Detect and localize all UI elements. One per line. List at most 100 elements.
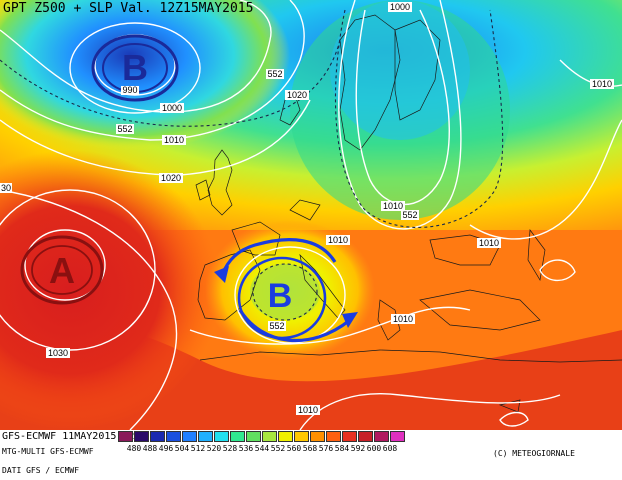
map-title: GPT Z500 + SLP Val. 12Z15MAY2015 bbox=[3, 1, 254, 16]
scale-swatch bbox=[390, 431, 405, 442]
isobar-14 bbox=[499, 411, 529, 427]
lower-arrowhead bbox=[342, 312, 358, 328]
isobar-label: 1010 bbox=[164, 135, 184, 145]
scale-tick-label: 552 bbox=[270, 444, 286, 453]
z500-contour-1 bbox=[0, 39, 341, 127]
isobar-label: 30 bbox=[1, 183, 11, 193]
upper-arrow-path bbox=[220, 238, 337, 276]
denmark-outline bbox=[289, 199, 321, 221]
scale-tick-label: 544 bbox=[254, 444, 270, 453]
isobar-11 bbox=[469, 119, 622, 240]
scale-tick-label: 488 bbox=[142, 444, 158, 453]
scale-tick-label: 504 bbox=[174, 444, 190, 453]
france-outline bbox=[231, 221, 281, 256]
northwest-low-field bbox=[0, 0, 290, 150]
cutoff-low-letter: B bbox=[268, 277, 293, 315]
scale-swatch bbox=[150, 431, 165, 442]
high-letter: A bbox=[49, 250, 75, 291]
z500-contour-2 bbox=[334, 9, 504, 228]
norway-coast-outline bbox=[279, 94, 301, 126]
scale-tick-label: 496 bbox=[158, 444, 174, 453]
high-ring-1 bbox=[24, 229, 106, 301]
scale-swatch bbox=[166, 431, 181, 442]
scale-tick-label: 584 bbox=[334, 444, 350, 453]
z500-label: 552 bbox=[402, 210, 417, 220]
isobar-label: 1000 bbox=[162, 103, 182, 113]
isobar-9 bbox=[189, 306, 471, 345]
isobar-label: 1010 bbox=[592, 79, 612, 89]
scale-swatch bbox=[198, 431, 213, 442]
scale-swatch bbox=[214, 431, 229, 442]
scale-tick-label: 536 bbox=[238, 444, 254, 453]
isobar-8 bbox=[338, 0, 462, 230]
isobar-label: 1010 bbox=[298, 405, 318, 415]
scale-swatch bbox=[182, 431, 197, 442]
model-multi-label: MTG-MULTI GFS-ECMWF bbox=[2, 447, 94, 456]
cutoff-ring-1 bbox=[234, 246, 346, 344]
lower-arrow-path bbox=[238, 309, 351, 343]
isobar-label: 1010 bbox=[383, 201, 403, 211]
scale-tick-label: 608 bbox=[382, 444, 398, 453]
isobar-10 bbox=[299, 393, 561, 430]
scale-swatch bbox=[294, 431, 309, 442]
isobar-labels: 1000 990 1000 1010 1020 1020 1010 1010 1… bbox=[0, 2, 614, 415]
scale-tick-label: 520 bbox=[206, 444, 222, 453]
coastlines bbox=[195, 14, 622, 413]
isobar-label: 1000 bbox=[390, 2, 410, 12]
forecast-map: B A B 1000 990 1000 1010 1020 1020 1010 … bbox=[0, 0, 622, 430]
ireland-outline bbox=[195, 179, 211, 201]
scale-swatch bbox=[374, 431, 389, 442]
color-scale: 480 488 496 504 512 520 528 536 544 552 560 568 576 5… bbox=[118, 431, 622, 461]
scale-swatch bbox=[230, 431, 245, 442]
isobar-label: 1020 bbox=[287, 90, 307, 100]
scale-tick-label: 480 bbox=[126, 444, 142, 453]
isobar-label: 990 bbox=[122, 85, 137, 95]
cutoff-ring-arrow bbox=[237, 256, 327, 340]
z500-label: 552 bbox=[267, 69, 282, 79]
z500-labels: 552 552 552 552 bbox=[116, 69, 419, 331]
scale-tick-label: 528 bbox=[222, 444, 238, 453]
z500-label: 552 bbox=[117, 124, 132, 134]
northwest-low-ring bbox=[91, 34, 179, 102]
scale-swatch bbox=[326, 431, 341, 442]
scale-tick-label: 568 bbox=[302, 444, 318, 453]
british-isles-outline bbox=[207, 149, 233, 216]
scale-swatch bbox=[278, 431, 293, 442]
circulation-arrows bbox=[214, 238, 358, 343]
scale-swatch bbox=[342, 431, 357, 442]
high-field bbox=[0, 150, 220, 430]
isobar-4 bbox=[0, 0, 305, 141]
scale-swatch bbox=[262, 431, 277, 442]
cutoff-core-field bbox=[250, 264, 320, 320]
scale-swatch bbox=[246, 431, 261, 442]
scale-swatch bbox=[310, 431, 325, 442]
black-sea-outline bbox=[429, 234, 501, 266]
scale-tick-label: 592 bbox=[350, 444, 366, 453]
isobars bbox=[0, 0, 622, 430]
z500-contours bbox=[0, 9, 504, 321]
scandinavia-outline bbox=[339, 14, 401, 151]
z500-contour-3 bbox=[252, 263, 318, 321]
northwest-low-letter: B bbox=[122, 47, 148, 88]
isobar-label: 1030 bbox=[48, 348, 68, 358]
balkans-outline bbox=[377, 299, 401, 341]
caspian-outline bbox=[527, 229, 546, 281]
high-inner-ring bbox=[31, 245, 93, 295]
scale-tick-label: 512 bbox=[190, 444, 206, 453]
isobar-ring-2 bbox=[69, 22, 201, 114]
north-africa-coast bbox=[199, 349, 622, 363]
scale-tick-label: 600 bbox=[366, 444, 382, 453]
model-run-label: GFS-ECMWF 11MAY2015 12Z bbox=[2, 431, 141, 442]
isobar-3 bbox=[0, 0, 272, 113]
isobar-label: 1010 bbox=[328, 235, 348, 245]
high-ring bbox=[20, 235, 104, 305]
isobar-label: 1010 bbox=[479, 238, 499, 248]
anatolia-outline bbox=[419, 289, 541, 331]
scale-tick-label: 576 bbox=[318, 444, 334, 453]
upper-arrowhead bbox=[214, 266, 229, 283]
isobar-6 bbox=[0, 189, 178, 430]
copyright-label: (C) METEOGIORNALE bbox=[493, 449, 575, 458]
scale-tick-label: 560 bbox=[286, 444, 302, 453]
legend-footer: GFS-ECMWF 11MAY2015 12Z MTG-MULTI GFS-EC… bbox=[0, 430, 622, 480]
